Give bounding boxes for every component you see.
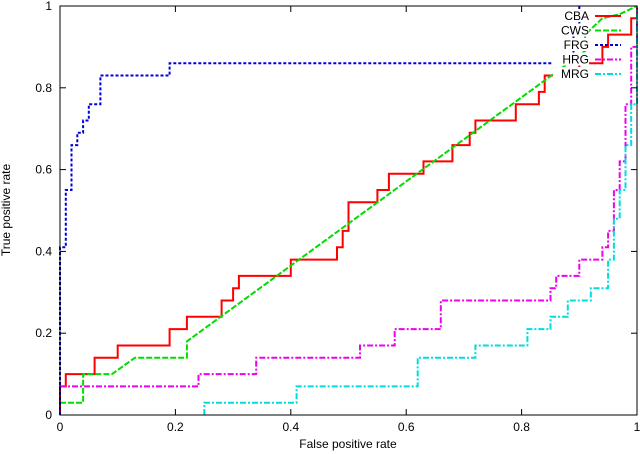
y-axis-title: True positive rate xyxy=(0,164,13,257)
x-tick-label: 0 xyxy=(57,420,64,434)
plot-frame xyxy=(59,5,638,416)
legend-entry-bg xyxy=(553,23,589,37)
legend-entry-bg xyxy=(553,52,589,66)
y-tick-label: 0.2 xyxy=(35,326,52,340)
legend-label-mrg: MRG xyxy=(561,67,589,81)
x-tick-label: 0.4 xyxy=(282,420,299,434)
series-line-mrg xyxy=(203,6,638,415)
legend-label-hrg: HRG xyxy=(562,53,589,67)
x-axis-title: False positive rate xyxy=(299,437,397,451)
series-line-frg xyxy=(59,6,581,415)
x-tick-label: 0.8 xyxy=(513,420,530,434)
series-line-hrg xyxy=(60,6,638,388)
series-line-cba xyxy=(59,6,638,415)
legend-label-cba: CBA xyxy=(564,9,589,23)
y-tick-label: 0.6 xyxy=(35,163,52,177)
x-tick-label: 1 xyxy=(634,420,640,434)
axis-ticks: 0 0.2 0.4 0.6 0.8 1 0 0.2 0.4 0.6 0.8 1 xyxy=(35,0,640,434)
series-line-cws xyxy=(60,5,638,404)
legend-label-cws: CWS xyxy=(561,24,589,38)
y-tick-label: 0 xyxy=(45,408,52,422)
series-layer xyxy=(59,5,638,415)
y-tick-label: 0.4 xyxy=(35,244,52,258)
y-tick-label: 0.8 xyxy=(35,81,52,95)
legend-entry-bg xyxy=(553,9,589,22)
x-tick-label: 0.2 xyxy=(167,420,184,434)
y-tick-label: 1 xyxy=(45,0,52,13)
x-tick-label: 0.6 xyxy=(398,420,415,434)
legend-entry-bg xyxy=(553,38,589,51)
legend-label-frg: FRG xyxy=(564,38,589,52)
legend-entry-bg xyxy=(553,67,589,80)
